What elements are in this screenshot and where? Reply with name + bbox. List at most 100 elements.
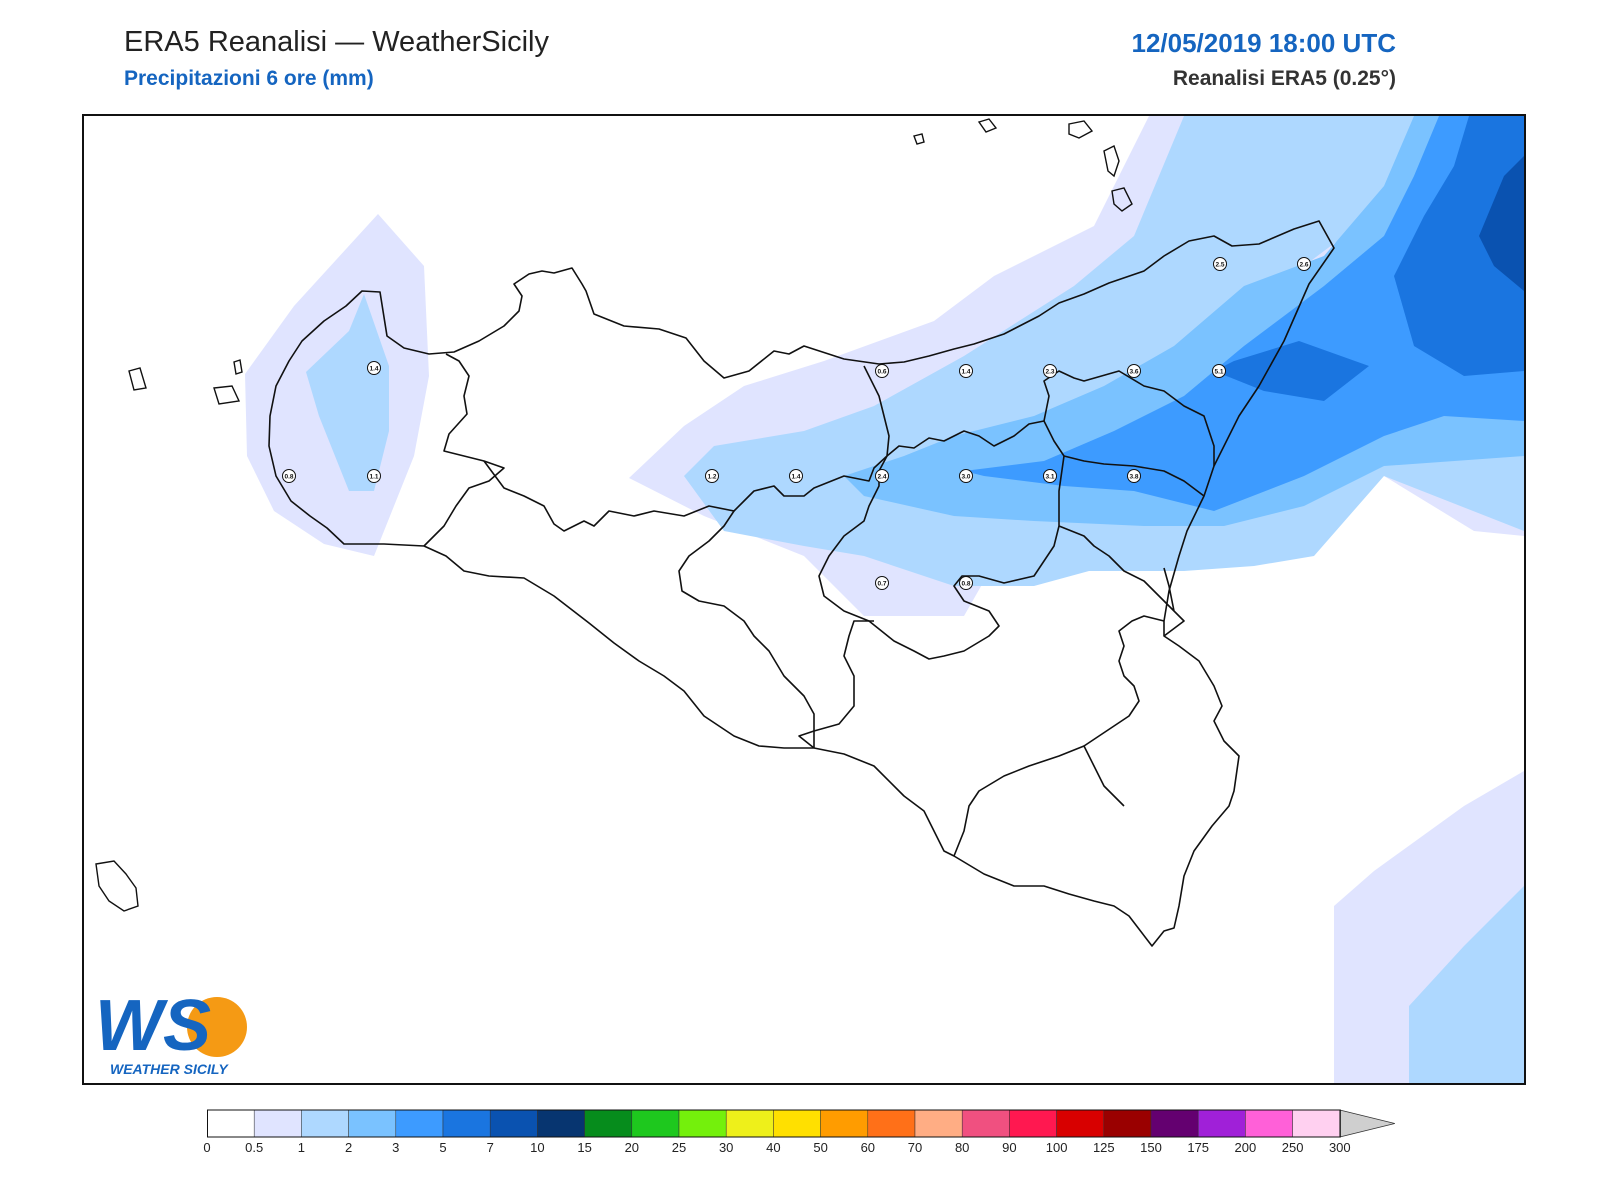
colorbar-label: 300 (1328, 1140, 1351, 1155)
station-marker (367, 469, 381, 483)
colorbar-label: 1 (297, 1140, 306, 1155)
station-value-label: 2.6 (1299, 262, 1308, 269)
province-trapani (423, 353, 505, 547)
colorbar-swatch (348, 1109, 397, 1138)
station-value-label: 1.4 (791, 474, 800, 481)
precip-fields (245, 116, 1524, 1083)
station-marker (1127, 364, 1141, 378)
station-marker (282, 469, 296, 483)
precip-area-ne-3 (964, 116, 1524, 511)
station-value-label: 1.2 (707, 474, 716, 481)
colorbar-swatch (961, 1109, 1010, 1138)
colorbar-label: 50 (813, 1140, 828, 1155)
station-marker (1213, 257, 1227, 271)
colorbar-label: 20 (624, 1140, 640, 1155)
precipitation-map: 1.4 0.8 1.1 2.5 2.6 0.6 1.4 2.3 3.6 5.1 1.2 1.4 2.4 3… (82, 114, 1526, 1085)
colorbar-swatch (1103, 1109, 1152, 1138)
station-marker (789, 469, 803, 483)
province-messina (1043, 370, 1215, 497)
colorbar-swatch (1056, 1109, 1105, 1138)
province-caltanissetta (678, 510, 815, 748)
station-value-label: 0.8 (961, 581, 970, 588)
colorbar-label: 125 (1092, 1140, 1115, 1155)
colorbar-swatch (584, 1109, 633, 1138)
province-siracusa (1083, 615, 1165, 747)
colorbar-swatch (489, 1109, 538, 1138)
islands (95, 118, 1133, 912)
station-value-label: 3.8 (1129, 474, 1138, 481)
province-agrigento (798, 620, 874, 749)
station-marker (959, 364, 973, 378)
colorbar-swatch (631, 1109, 680, 1138)
station-marker (367, 361, 381, 375)
colorbar-swatch (820, 1109, 869, 1138)
colorbar-label: 15 (577, 1140, 592, 1155)
province-catania (1058, 525, 1185, 637)
station-value-label: 3.1 (1045, 474, 1054, 481)
station-value-label: 0.8 (284, 474, 293, 481)
colorbar-label: 2 (344, 1140, 353, 1155)
station-value-label: 0.7 (877, 581, 886, 588)
colorbar-swatch (678, 1109, 727, 1138)
colorbar-extend-arrow (1339, 1109, 1395, 1138)
precip-area-ne-5 (1214, 116, 1524, 401)
island-levanzo (128, 367, 147, 391)
station-value-label: 5.1 (1214, 369, 1223, 376)
station-value-label: 3.0 (961, 474, 970, 481)
colorbar-label: 7 (486, 1140, 494, 1155)
logo-sun-icon (187, 997, 247, 1057)
colorbar-swatch (773, 1109, 821, 1138)
colorbar-label: 40 (766, 1140, 781, 1155)
station-markers: 1.4 0.8 1.1 2.5 2.6 0.6 1.4 2.3 3.6 5.1 1.2 1.4 2.4 3… (282, 257, 1311, 590)
station-marker (1043, 469, 1057, 483)
colorbar-swatch (914, 1109, 963, 1138)
colorbar-swatch (725, 1109, 774, 1138)
colorbar-label: 5 (439, 1140, 447, 1155)
colorbar-swatch (1292, 1109, 1341, 1138)
station-value-label: 0.6 (877, 369, 886, 376)
sicily-outline (268, 220, 1335, 947)
map-title: ERA5 Reanalisi — WeatherSicily (124, 26, 549, 58)
station-marker (1043, 364, 1057, 378)
province-palermo (483, 365, 890, 532)
colorbar-label: 100 (1045, 1140, 1068, 1155)
island-ustica (913, 133, 925, 145)
station-value-label: 2.3 (1045, 369, 1054, 376)
station-value-label: 1.4 (961, 369, 970, 376)
colorbar-swatch (537, 1109, 585, 1138)
logo-letters: WS (95, 986, 211, 1066)
station-marker (875, 576, 889, 590)
colorbar-label: 90 (1002, 1140, 1017, 1155)
colorbar-label: 0 (203, 1140, 211, 1155)
colorbar-swatch (207, 1109, 255, 1138)
map-source: Reanalisi ERA5 (0.25°) (1172, 67, 1396, 90)
island-alicudi (977, 118, 998, 133)
colorbar-swatch (1009, 1109, 1057, 1138)
station-value-label: 2.4 (877, 474, 886, 481)
island-salina (1068, 120, 1094, 139)
station-marker (959, 469, 973, 483)
map-datetime: 12/05/2019 18:00 UTC (1131, 28, 1396, 58)
station-marker (1297, 257, 1311, 271)
station-marker (875, 364, 889, 378)
colorbar-label: 150 (1140, 1140, 1162, 1155)
colorbar-label: 60 (860, 1140, 876, 1155)
colorbar-outline (207, 1109, 1341, 1138)
island-pantelleria (95, 860, 139, 912)
island-lipari (1103, 145, 1120, 178)
island-vulcano (1111, 187, 1133, 212)
precip-area-ne-7 (1479, 156, 1524, 291)
colorbar-swatch (1150, 1109, 1199, 1138)
colorbar-swatch (442, 1109, 491, 1138)
colorbar-label: 70 (907, 1140, 923, 1155)
weather-sicily-logo: WS (95, 986, 247, 1066)
station-marker (705, 469, 719, 483)
colorbar-swatch (1197, 1109, 1246, 1138)
colorbar-label: 175 (1187, 1140, 1210, 1155)
colorbar-label: 30 (718, 1140, 734, 1155)
colorbar-swatch (867, 1109, 916, 1138)
map-canvas: 1.4 0.8 1.1 2.5 2.6 0.6 1.4 2.3 3.6 5.1 1.2 1.4 2.4 3… (95, 116, 1524, 1083)
precip-colorbar (207, 1109, 1395, 1138)
precip-area-se-1 (1409, 886, 1524, 1083)
colorbar-label: 250 (1281, 1140, 1304, 1155)
